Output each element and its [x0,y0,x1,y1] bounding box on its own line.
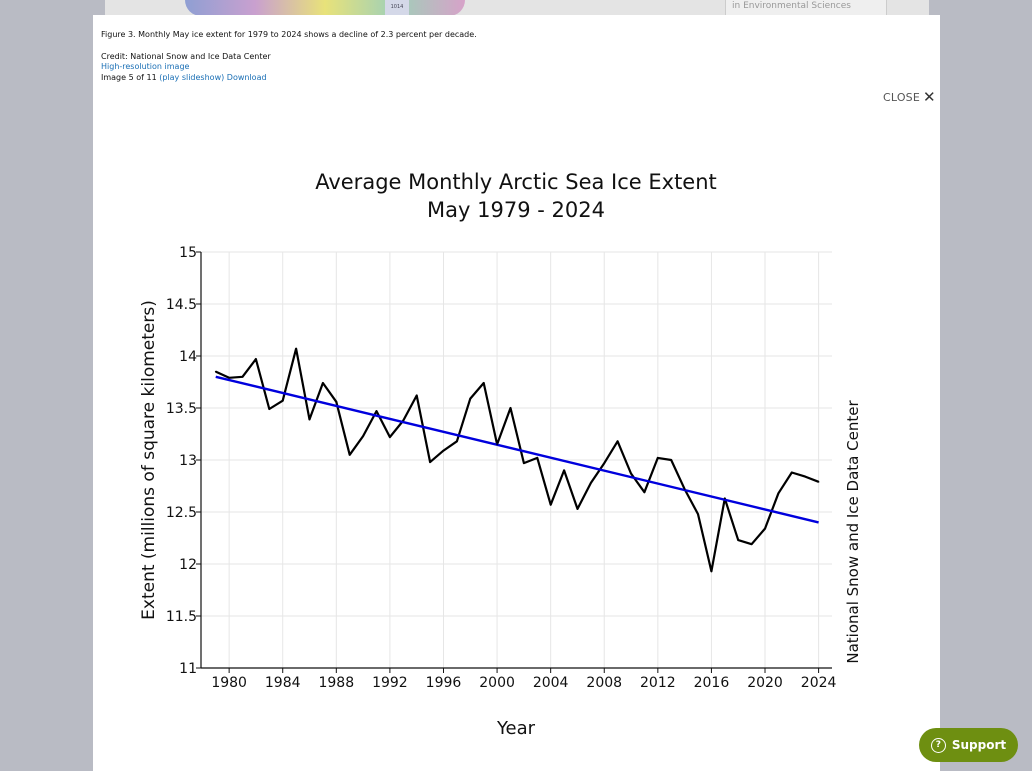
x-tick-labels: 1980 1984 1988 1992 1996 2000 2004 2008 2012 2016… [211,675,836,691]
data-point [616,440,619,443]
data-point [496,443,498,446]
side-credit-label: National Snow and Ice Data Center [844,400,862,664]
trend-line [215,375,819,524]
data-point [255,358,257,360]
figure-caption-text: Figure 3. Monthly May ice extent for 197… [101,30,477,39]
close-button[interactable]: CLOSE ✕ [883,88,936,106]
y-tick-label: 14 [179,349,197,365]
data-point [750,543,753,546]
data-point [630,472,632,475]
high-resolution-link[interactable]: High-resolution image [101,62,190,71]
x-tick-label: 1996 [426,675,462,691]
data-point [563,469,565,472]
credit-text: Credit: National Snow and Ice Data Cente… [101,51,271,61]
data-point [348,454,351,456]
data-points [214,347,820,573]
data-point [429,461,431,463]
data-point [375,410,378,412]
data-point [791,471,793,474]
image-caption: Figure 3. Monthly May ice extent for 197… [101,30,477,83]
x-tick-label: 2016 [694,675,730,691]
support-label: Support [951,738,1007,752]
x-tick-label: 1980 [211,675,247,691]
x-tick-label: 2008 [586,675,622,691]
x-axis-label: Year [496,718,536,739]
x-tick-label: 2000 [479,675,515,691]
x-tick-label: 2012 [640,675,676,691]
x-tick-label: 2004 [533,675,569,691]
data-point [737,539,740,541]
y-tick-label: 12 [179,557,197,573]
data-point [228,377,230,379]
y-tick-label: 14.5 [166,297,197,313]
background-page: 1014 in Environmental Sciences [105,0,929,16]
y-tick-label: 11.5 [166,609,197,625]
chart-title: Average Monthly Arctic Sea Ice Extent [315,170,717,194]
data-point [670,459,673,461]
support-button[interactable]: ? Support [919,728,1018,762]
chart-grid [201,251,832,669]
x-tick-label: 1992 [372,675,408,691]
background-thumb-label: 1014 [385,0,409,16]
data-point [590,482,592,484]
data-point [777,492,780,495]
y-tick-label: 12.5 [166,505,197,521]
data-point [469,397,472,400]
data-point [683,488,686,490]
close-icon: ✕ [923,88,936,106]
help-icon: ? [930,737,946,753]
data-point [603,462,606,464]
data-point [657,457,659,459]
image-counter: Image 5 of 11 [101,72,157,82]
lightbox: Figure 3. Monthly May ice extent for 197… [93,15,940,771]
y-tick-label: 13.5 [166,401,197,417]
data-point [214,370,217,373]
y-tick-label: 11 [179,661,197,677]
data-point [482,382,485,384]
data-point [764,527,766,530]
play-slideshow-link[interactable]: (play slideshow) [159,72,225,82]
background-sidebar: in Environmental Sciences [725,0,887,16]
data-point [804,475,807,478]
data-point [335,400,338,403]
data-point [268,408,271,410]
data-point [295,347,297,350]
data-point [643,491,646,494]
data-point [362,435,364,437]
data-point [509,407,512,409]
data-point [442,449,445,452]
data-point [415,394,418,397]
data-point [281,399,284,402]
data-point [817,481,820,483]
data-point [322,382,324,384]
y-tick-label: 15 [179,245,197,261]
x-tick-label: 2020 [747,675,783,691]
data-point [697,513,699,515]
data-point [576,508,579,510]
data-point [456,440,458,443]
y-tick-labels: 11 11.5 12 12.5 13 13.5 14 14.5 15 [166,245,197,677]
data-point [724,497,726,500]
chart-subtitle: May 1979 - 2024 [427,198,605,222]
x-tick-label: 2024 [801,675,837,691]
data-point [549,503,552,506]
data-point [308,418,311,421]
data-point [710,570,713,573]
download-link[interactable]: Download [226,72,267,82]
data-point [241,376,244,378]
y-axis-label: Extent (millions of square kilometers) [139,300,159,620]
close-label: CLOSE [883,91,921,104]
data-point [389,436,391,438]
data-point [536,457,539,459]
y-tick-label: 13 [179,453,197,469]
x-tick-label: 1984 [265,675,301,691]
data-point [523,462,525,464]
chart-axes [196,251,832,673]
x-tick-label: 1988 [318,675,354,691]
data-point [402,419,405,422]
